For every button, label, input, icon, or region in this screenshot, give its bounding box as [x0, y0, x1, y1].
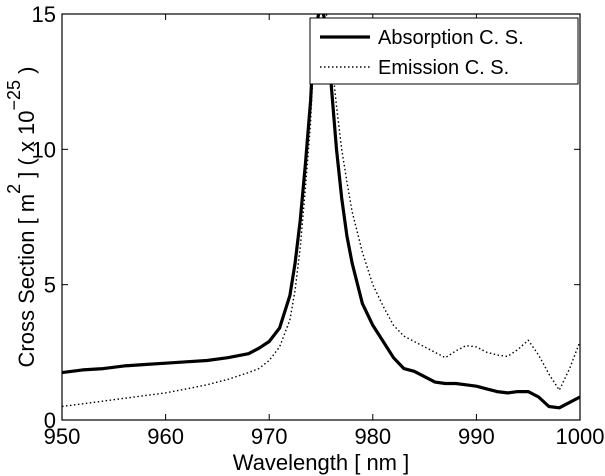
- y-tick-label: 0: [44, 408, 56, 433]
- y-tick-label: 15: [32, 2, 56, 27]
- legend: Absorption C. S. Emission C. S.: [309, 17, 579, 85]
- y-axis-title-end: ): [14, 67, 39, 80]
- plot-frame: [61, 13, 581, 421]
- y-axis-title-mid: ] ( x 10: [14, 111, 39, 184]
- series-line-absorption: [62, 14, 580, 410]
- x-tick-label: 950: [44, 424, 81, 449]
- x-tick-label: 1000: [556, 424, 605, 449]
- x-tick-label: 980: [354, 424, 391, 449]
- y-axis-title-sup1: 2: [4, 184, 24, 194]
- legend-label-emission: Emission C. S.: [378, 57, 509, 79]
- x-axis-title: Wavelength [ nm ]: [233, 450, 409, 475]
- y-axis-title-main: Cross Section [ m: [14, 194, 39, 368]
- legend-label-absorption: Absorption C. S.: [378, 27, 524, 49]
- series-line-emission: [62, 14, 580, 408]
- x-tick-label: 960: [147, 424, 184, 449]
- y-tick-label: 10: [32, 137, 56, 162]
- y-axis-title-sup2: −25: [4, 80, 24, 111]
- y-tick-label: 5: [44, 273, 56, 298]
- x-tick-label: 970: [251, 424, 288, 449]
- tick-layer: 950 960 970 980 990 1000 0 5 10 15: [32, 2, 605, 449]
- legend-box: [309, 17, 579, 85]
- x-tick-label: 990: [458, 424, 495, 449]
- y-axis-title: Cross Section [ m2 ] ( x 10−25 ): [4, 67, 39, 368]
- series-layer: [62, 14, 580, 410]
